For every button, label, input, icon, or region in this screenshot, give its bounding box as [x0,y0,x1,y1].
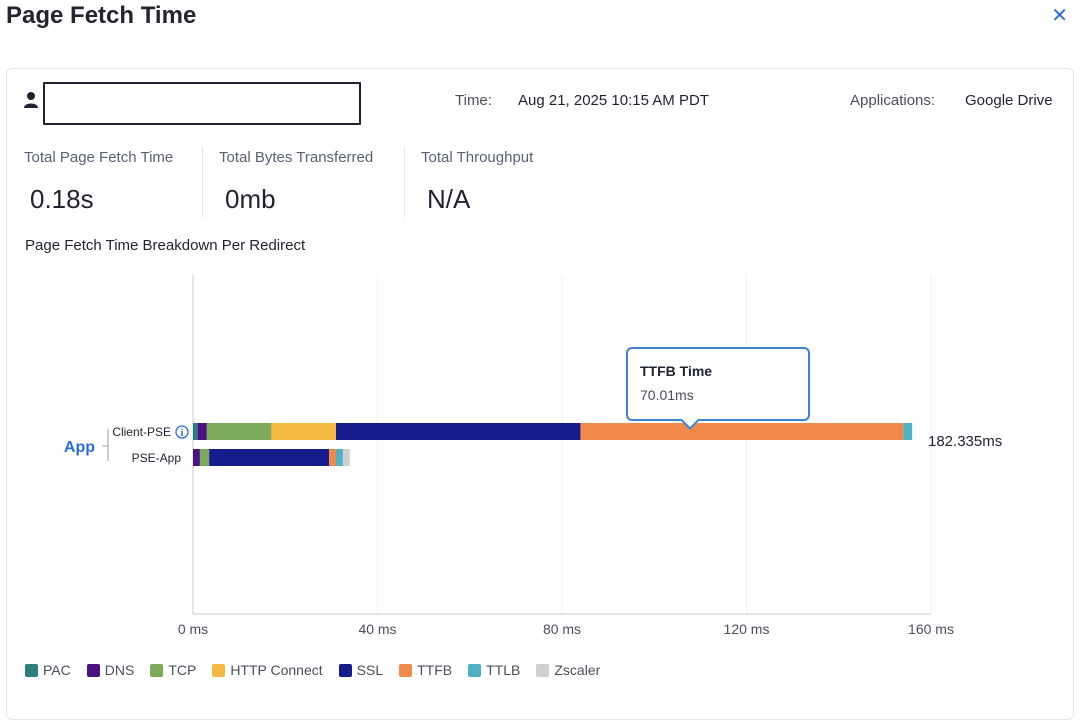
legend-item[interactable]: TTFB [399,662,452,678]
stat-total-bytes: Total Bytes Transferred 0mb [219,149,373,221]
time-label: Time: [455,92,492,109]
legend-item[interactable]: Zscaler [536,662,600,678]
stat-divider [202,147,203,217]
x-tick-label: 80 ms [543,621,581,637]
legend-item[interactable]: HTTP Connect [212,662,323,678]
category-label: Client-PSE [112,425,171,439]
bar-segment-pac [193,423,198,440]
details-card: Time: Aug 21, 2025 10:15 AM PDT Applicat… [6,68,1074,720]
time-value: Aug 21, 2025 10:15 AM PDT [518,92,709,109]
info-icon[interactable]: i [175,425,189,439]
legend-label: Zscaler [554,662,601,678]
stat-value: 0mb [225,184,276,214]
legend-label: TCP [168,662,197,678]
legend-item[interactable]: SSL [338,662,384,678]
bar-segment-dns [197,423,207,440]
user-field[interactable] [43,82,361,125]
legend-label: DNS [104,662,135,678]
stat-total-fetch-time: Total Page Fetch Time 0.18s [24,149,173,221]
legend-swatch [468,663,482,677]
bar-segment-ssl [335,423,581,440]
x-tick-label: 0 ms [178,621,208,637]
legend-label: TTFB [417,662,453,678]
legend-swatch [399,663,413,677]
legend-label: SSL [356,662,384,678]
legend-item[interactable]: PAC [25,662,71,678]
legend-label: PAC [43,662,71,678]
legend-item[interactable]: TTLB [468,662,520,678]
group-label: App [64,439,95,456]
bar-segment-dns [193,449,200,466]
user-icon [24,92,38,108]
category-label: PSE-App [132,451,182,465]
stat-value: 0.18s [30,184,94,214]
legend-swatch [86,663,100,677]
legend-label: HTTP Connect [230,662,323,678]
stat-label: Total Throughput [421,149,534,166]
ttfb-tooltip: TTFB Time 70.01ms [626,347,810,430]
bar-segment-tcp [199,449,210,466]
chart-legend: PAC DNS TCP HTTP Connect SSL TTFB TTLB Zscaler [25,662,600,678]
legend-item[interactable]: TCP [150,662,196,678]
bar-segment-tcp [206,423,272,440]
legend-label: TTLB [486,662,521,678]
total-label: 182.335ms [928,433,1002,450]
applications-label: Applications: [850,92,936,109]
bar-segment-zscaler [342,449,350,466]
legend-swatch [150,663,164,677]
page-title: Page Fetch Time [6,2,197,29]
tooltip-value: 70.01ms [640,387,694,403]
stat-value: N/A [427,184,471,214]
legend-item[interactable]: DNS [86,662,135,678]
close-icon[interactable]: ✕ [1051,5,1068,27]
bar-segment-ssl [209,449,330,466]
stat-label: Total Bytes Transferred [219,149,374,166]
breakdown-chart: 0 ms 40 ms 80 ms 120 ms 160 ms Client-PSE i PSE… [64,275,1002,637]
applications-value: Google Drive [965,92,1053,109]
x-tick-label: 120 ms [724,621,770,637]
stat-divider [404,147,405,217]
x-tick-label: 40 ms [358,621,396,637]
legend-swatch [536,663,550,677]
bar-segment-ttfb [580,423,904,440]
legend-swatch [212,663,226,677]
stat-label: Total Page Fetch Time [24,149,174,166]
bar-segment-ttfb [329,449,336,466]
breakdown-title: Page Fetch Time Breakdown Per Redirect [25,237,306,254]
bar-segment-ttlb [903,423,913,440]
legend-swatch [25,663,38,677]
svg-text:i: i [181,428,184,439]
bar-segment-http-connect [271,423,336,440]
bar-segment-ttlb [335,449,343,466]
tooltip-title: TTFB Time [640,363,713,379]
legend-swatch [338,663,352,677]
x-tick-label: 160 ms [908,621,954,637]
stat-total-throughput: Total Throughput N/A [421,149,533,221]
